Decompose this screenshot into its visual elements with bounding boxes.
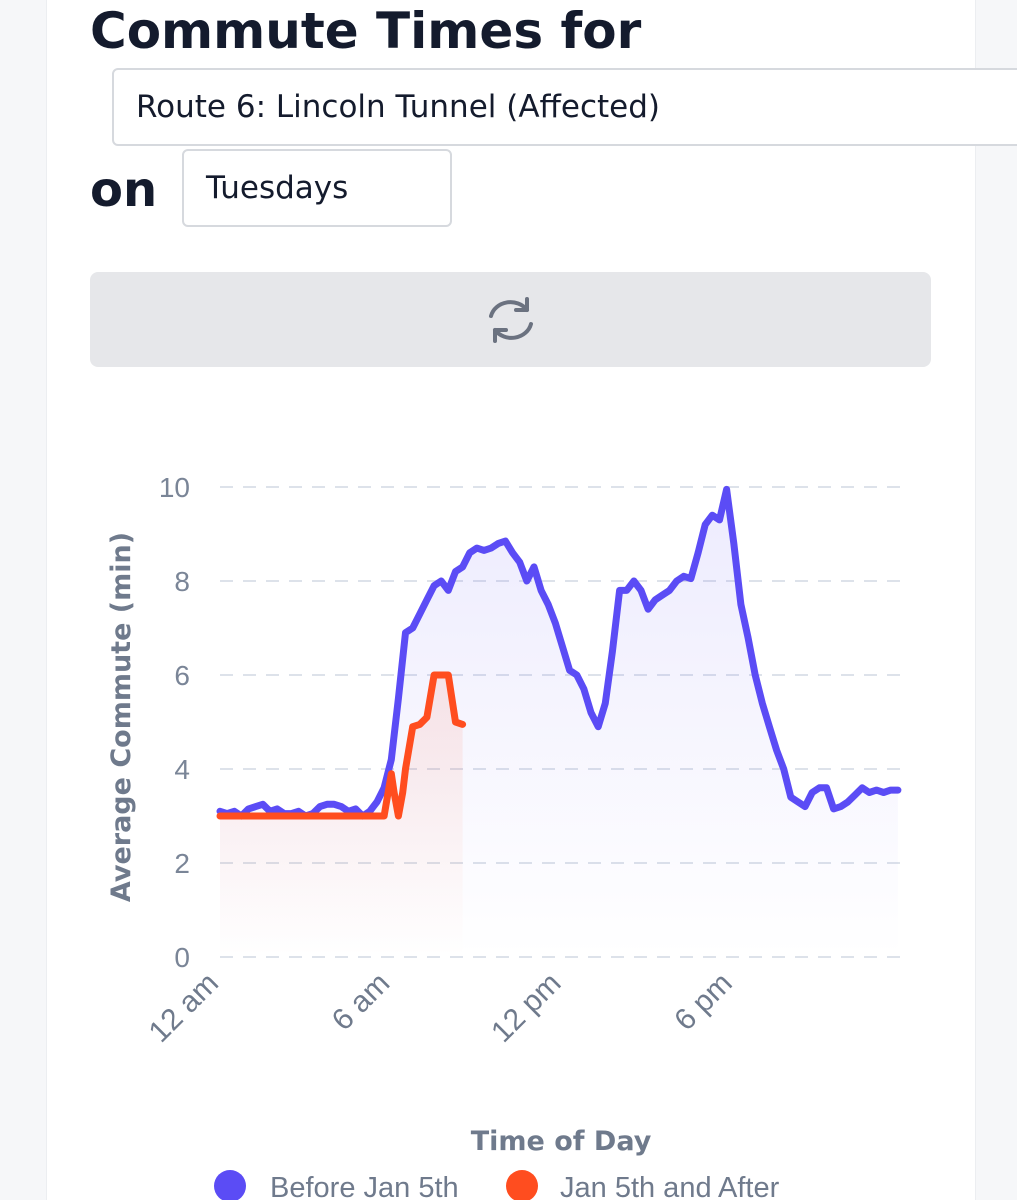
commute-chart: 0 2 4 6 8 10 12 am 6 am 12 pm 6 pm Average Commu… bbox=[106, 472, 905, 1200]
x-tick-label: 12 am bbox=[143, 967, 225, 1049]
y-tick-label: 0 bbox=[174, 942, 190, 973]
x-axis-ticks: 12 am 6 am 12 pm 6 pm bbox=[143, 967, 739, 1049]
refresh-icon bbox=[483, 294, 539, 346]
x-tick-label: 6 pm bbox=[668, 967, 739, 1038]
route-select[interactable]: Route 6: Lincoln Tunnel (Affected) bbox=[112, 68, 1017, 146]
on-label: on bbox=[90, 162, 158, 218]
page-title: Commute Times for bbox=[90, 2, 642, 60]
x-axis-title: Time of Day bbox=[471, 1126, 652, 1157]
x-tick-label: 12 pm bbox=[485, 967, 567, 1049]
legend-swatch bbox=[214, 1170, 246, 1200]
legend-label: Before Jan 5th bbox=[270, 1172, 459, 1200]
y-tick-label: 2 bbox=[174, 848, 190, 879]
day-select[interactable]: Tuesdays bbox=[182, 149, 452, 227]
legend-swatch bbox=[506, 1170, 538, 1200]
y-tick-label: 6 bbox=[174, 660, 190, 691]
legend: Before Jan 5th Jan 5th and After bbox=[214, 1170, 780, 1200]
y-axis-title: Average Commute (min) bbox=[106, 532, 137, 902]
legend-label: Jan 5th and After bbox=[560, 1172, 780, 1200]
refresh-button[interactable] bbox=[90, 272, 931, 367]
series-line bbox=[216, 671, 467, 820]
x-tick-label: 6 am bbox=[326, 967, 397, 1038]
y-axis-ticks: 0 2 4 6 8 10 bbox=[159, 472, 190, 973]
series-line bbox=[216, 485, 902, 820]
y-tick-label: 10 bbox=[159, 472, 190, 503]
y-tick-label: 4 bbox=[174, 754, 190, 785]
series-lines bbox=[216, 485, 902, 957]
y-tick-label: 8 bbox=[174, 566, 190, 597]
